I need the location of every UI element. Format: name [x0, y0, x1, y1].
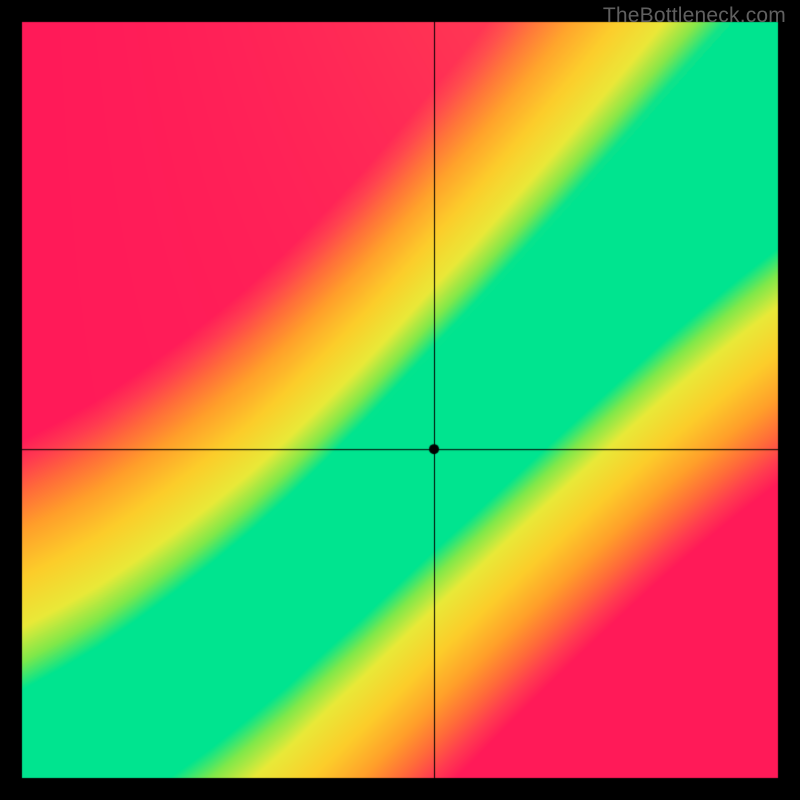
watermark-text: TheBottleneck.com [603, 4, 786, 28]
heatmap-chart [0, 0, 800, 800]
chart-container: TheBottleneck.com [0, 0, 800, 800]
heatmap-canvas [0, 0, 800, 800]
